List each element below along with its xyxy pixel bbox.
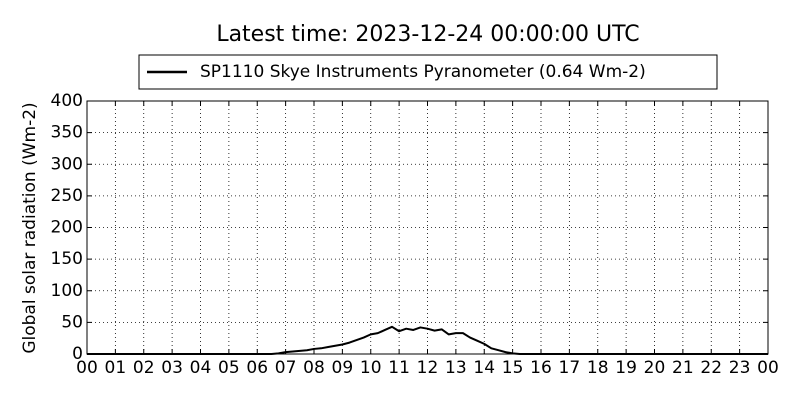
x-tick-label: 20 [644, 358, 666, 378]
x-tick-label: 07 [275, 358, 297, 378]
x-tick-label: 18 [587, 358, 609, 378]
y-tick-label: 0 [72, 344, 83, 364]
x-tick-label: 04 [190, 358, 212, 378]
plot-frame [86, 100, 769, 355]
y-tick-label: 350 [51, 123, 83, 143]
x-tick-label: 00 [76, 358, 98, 378]
x-tick-label: 15 [502, 358, 524, 378]
y-tick-label: 200 [51, 218, 83, 238]
y-tick-label: 100 [51, 281, 83, 301]
y-tick-label: 50 [61, 312, 83, 332]
x-tick-label: 23 [729, 358, 751, 378]
y-tick-label: 300 [51, 154, 83, 174]
x-tick-label: 09 [332, 358, 354, 378]
y-tick-label: 250 [51, 186, 83, 206]
legend-label: SP1110 Skye Instruments Pyranometer (0.6… [200, 62, 646, 82]
x-tick-label: 11 [388, 358, 410, 378]
y-axis-label: Global solar radiation (Wm-2) [20, 102, 40, 353]
x-tick-label: 12 [417, 358, 439, 378]
x-tick-label: 21 [672, 358, 694, 378]
x-tick-label: 01 [105, 358, 127, 378]
y-tick-label: 150 [51, 249, 83, 269]
x-tick-label: 19 [615, 358, 637, 378]
x-tick-label: 13 [445, 358, 467, 378]
x-tick-label: 03 [161, 358, 183, 378]
data-line [87, 325, 768, 355]
x-tick-label: 06 [246, 358, 268, 378]
chart-title: Latest time: 2023-12-24 00:00:00 UTC [216, 22, 639, 47]
x-tick-label: 17 [559, 358, 581, 378]
y-tick-label: 400 [51, 91, 83, 111]
x-tick-label: 14 [473, 358, 495, 378]
x-tick-label: 10 [360, 358, 382, 378]
x-tick-label: 00 [757, 358, 779, 378]
legend-box [138, 54, 718, 90]
x-tick-label: 05 [218, 358, 240, 378]
x-tick-label: 22 [700, 358, 722, 378]
x-tick-label: 16 [530, 358, 552, 378]
x-tick-label: 02 [133, 358, 155, 378]
x-tick-label: 08 [303, 358, 325, 378]
